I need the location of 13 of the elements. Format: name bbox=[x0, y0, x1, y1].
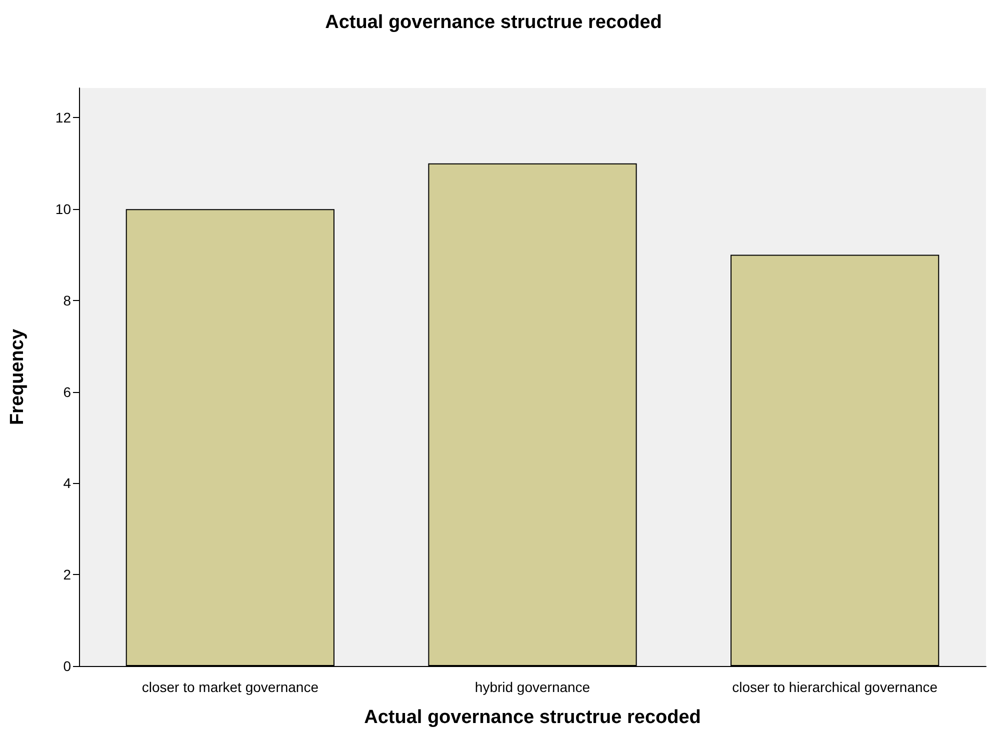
y-tick-label: 8 bbox=[63, 292, 72, 308]
y-tick-label: 2 bbox=[63, 566, 72, 583]
x-axis-title: Actual governance structrue recoded bbox=[364, 707, 701, 728]
x-tick-label: closer to hierarchical governance bbox=[732, 679, 938, 695]
x-tick-label: hybrid governance bbox=[474, 679, 590, 695]
y-tick-label: 12 bbox=[55, 110, 72, 126]
chart-title: Actual governance structrue recoded bbox=[325, 12, 662, 33]
y-tick-label: 4 bbox=[63, 475, 72, 492]
y-tick-label: 10 bbox=[55, 201, 72, 218]
x-tick-label: closer to market governance bbox=[142, 679, 319, 695]
y-tick-label: 6 bbox=[63, 384, 72, 400]
y-tick-label: 0 bbox=[63, 658, 72, 674]
y-axis-title: Frequency bbox=[7, 328, 28, 426]
